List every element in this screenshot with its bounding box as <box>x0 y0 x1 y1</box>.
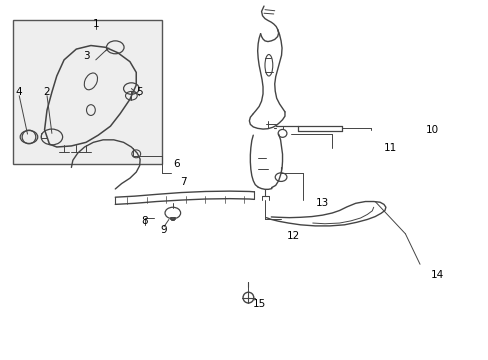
Text: 3: 3 <box>82 51 89 61</box>
Text: 5: 5 <box>136 87 142 97</box>
Text: 13: 13 <box>315 198 328 208</box>
Text: 6: 6 <box>173 159 179 169</box>
Text: 8: 8 <box>141 216 147 226</box>
Text: 14: 14 <box>429 270 443 280</box>
Text: 2: 2 <box>43 87 50 97</box>
Text: 1: 1 <box>92 19 99 29</box>
Text: 11: 11 <box>384 143 397 153</box>
Text: 10: 10 <box>425 125 438 135</box>
Text: 7: 7 <box>180 177 186 187</box>
Text: 12: 12 <box>286 231 299 240</box>
Text: 9: 9 <box>161 225 167 235</box>
Text: 4: 4 <box>16 87 22 97</box>
Bar <box>13 21 161 164</box>
Text: 15: 15 <box>252 299 265 309</box>
